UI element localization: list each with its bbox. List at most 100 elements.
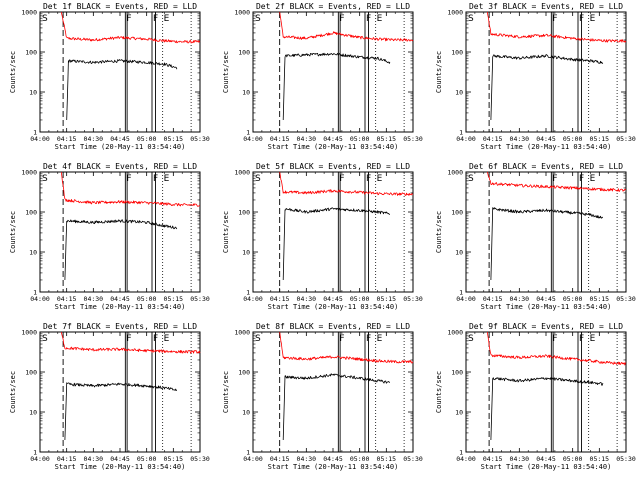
y-tick-label: 1000 xyxy=(447,169,463,177)
y-tick-label: 1000 xyxy=(234,9,250,17)
x-tick-label: 04:45 xyxy=(323,135,343,143)
marker-label-f2: F xyxy=(579,14,584,24)
marker-label-f2: F xyxy=(366,334,371,344)
y-axis-label: Counts/sec xyxy=(9,371,17,413)
x-tick-label: 04:00 xyxy=(30,295,50,303)
panel-title: Det 1f BLACK = Events, RED = LLD xyxy=(43,2,197,11)
x-tick-label: 04:30 xyxy=(84,455,104,463)
plot-frame xyxy=(252,331,414,453)
marker-label-f: F xyxy=(126,334,131,344)
panel-det-4: Det 4f BLACK = Events, RED = LLD 1 10 100 10… xyxy=(9,162,210,311)
x-tick-label: 05:15 xyxy=(164,295,184,303)
marker-label-s: S xyxy=(255,334,261,344)
panel-det-6: Det 6f BLACK = Events, RED = LLD 1 10 100 10… xyxy=(435,162,636,311)
x-tick-label: 04:00 xyxy=(30,135,50,143)
marker-label-f2: F xyxy=(153,14,158,24)
marker-label-e: E xyxy=(377,174,383,184)
marker-label-f: F xyxy=(552,334,557,344)
y-tick-label: 1 xyxy=(459,289,463,297)
marker-label-f: F xyxy=(339,14,344,24)
x-tick-label: 04:15 xyxy=(270,295,290,303)
marker-label-s: S xyxy=(255,174,261,184)
series-line-events xyxy=(490,207,604,281)
x-tick-label: 04:45 xyxy=(110,455,130,463)
y-tick-label: 100 xyxy=(451,369,463,377)
x-axis-label: Start Time (20-May-11 03:54:40) xyxy=(268,143,399,151)
x-tick-label: 05:15 xyxy=(377,295,397,303)
x-tick-label: 05:30 xyxy=(403,135,423,143)
y-tick-label: 100 xyxy=(451,209,463,217)
x-tick-label: 05:15 xyxy=(590,295,610,303)
y-tick-label: 10 xyxy=(455,409,463,417)
panel-title: Det 8f BLACK = Events, RED = LLD xyxy=(256,322,410,331)
y-tick-label: 1 xyxy=(246,129,250,137)
marker-label-f2: F xyxy=(153,174,158,184)
panel-det-9: Det 9f BLACK = Events, RED = LLD 1 10 100 10… xyxy=(435,322,636,471)
y-tick-label: 1000 xyxy=(21,329,37,337)
y-tick-label: 1 xyxy=(33,129,37,137)
marker-label-e: E xyxy=(164,14,170,24)
y-tick-label: 10 xyxy=(242,249,250,257)
y-tick-label: 100 xyxy=(451,49,463,57)
x-tick-label: 04:45 xyxy=(323,295,343,303)
marker-label-e: E xyxy=(377,334,383,344)
x-tick-label: 04:15 xyxy=(270,135,290,143)
marker-label-s: S xyxy=(255,14,261,24)
y-tick-label: 1 xyxy=(459,129,463,137)
y-axis-label: Counts/sec xyxy=(435,211,443,253)
y-tick-label: 1 xyxy=(33,289,37,297)
marker-label-e: E xyxy=(164,174,170,184)
x-tick-label: 04:45 xyxy=(536,135,556,143)
x-tick-label: 05:30 xyxy=(403,295,423,303)
x-tick-label: 04:15 xyxy=(483,295,503,303)
marker-label-f2: F xyxy=(579,334,584,344)
panel-title: Det 7f BLACK = Events, RED = LLD xyxy=(43,322,197,331)
y-tick-label: 10 xyxy=(29,249,37,257)
x-tick-label: 05:15 xyxy=(377,135,397,143)
x-tick-label: 04:00 xyxy=(243,455,263,463)
y-tick-label: 10 xyxy=(455,249,463,257)
x-tick-label: 04:45 xyxy=(536,455,556,463)
marker-label-e: E xyxy=(164,334,170,344)
y-tick-label: 100 xyxy=(25,209,37,217)
x-axis-label: Start Time (20-May-11 03:54:40) xyxy=(55,143,186,151)
panel-det-8: Det 8f BLACK = Events, RED = LLD 1 10 100 10… xyxy=(222,322,423,471)
series-line-events xyxy=(64,382,178,441)
x-tick-label: 05:00 xyxy=(137,455,157,463)
y-tick-label: 10 xyxy=(29,409,37,417)
x-axis-label: Start Time (20-May-11 03:54:40) xyxy=(268,303,399,311)
x-tick-label: 05:30 xyxy=(616,135,636,143)
series-line-lld xyxy=(279,171,414,196)
y-axis-label: Counts/sec xyxy=(435,371,443,413)
x-axis-label: Start Time (20-May-11 03:54:40) xyxy=(481,303,612,311)
y-tick-label: 1000 xyxy=(21,9,37,17)
y-tick-label: 100 xyxy=(25,369,37,377)
y-axis-label: Counts/sec xyxy=(222,211,230,253)
x-tick-label: 05:30 xyxy=(616,455,636,463)
x-tick-label: 04:30 xyxy=(84,295,104,303)
x-tick-label: 05:30 xyxy=(190,295,210,303)
marker-label-f: F xyxy=(552,174,557,184)
panel-title: Det 5f BLACK = Events, RED = LLD xyxy=(256,162,410,171)
x-tick-label: 04:30 xyxy=(297,295,317,303)
marker-label-f2: F xyxy=(153,334,158,344)
y-tick-label: 1000 xyxy=(234,329,250,337)
series-line-events xyxy=(490,54,604,121)
panel-det-1: Det 1f BLACK = Events, RED = LLD 1 10 100 10… xyxy=(9,2,210,151)
x-tick-label: 05:00 xyxy=(137,295,157,303)
x-tick-label: 04:00 xyxy=(30,455,50,463)
x-tick-label: 04:30 xyxy=(297,455,317,463)
x-axis-label: Start Time (20-May-11 03:54:40) xyxy=(481,143,612,151)
marker-label-e: E xyxy=(377,14,383,24)
y-tick-label: 1000 xyxy=(447,329,463,337)
x-tick-label: 05:00 xyxy=(350,455,370,463)
marker-label-e: E xyxy=(590,174,596,184)
x-tick-label: 05:00 xyxy=(563,295,583,303)
y-tick-label: 100 xyxy=(25,49,37,57)
marker-label-s: S xyxy=(468,14,474,24)
series-line-events xyxy=(66,59,178,121)
x-tick-label: 04:45 xyxy=(536,295,556,303)
series-line-events xyxy=(490,377,604,441)
y-axis-label: Counts/sec xyxy=(9,51,17,93)
series-line-lld xyxy=(60,171,200,207)
